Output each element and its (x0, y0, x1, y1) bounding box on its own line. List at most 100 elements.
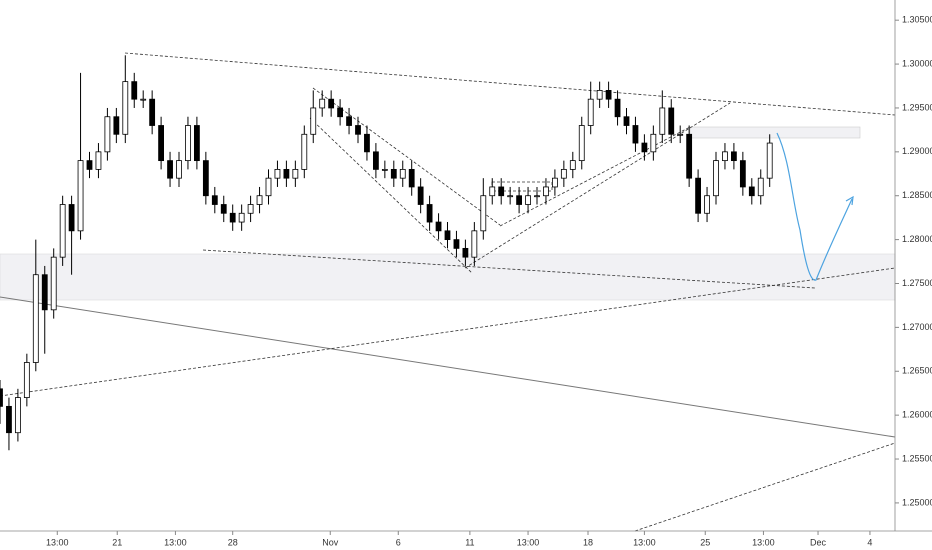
candle-body (310, 107, 317, 135)
y-tick-label: 1.27500 (902, 278, 932, 288)
x-tick-label: Dec (810, 537, 827, 547)
candle-body (471, 230, 478, 258)
candle-body (695, 177, 701, 214)
candle-body (462, 247, 469, 258)
candle-body (569, 160, 576, 170)
x-tick-label: 18 (583, 537, 593, 547)
x-tick-label: 13:00 (517, 537, 540, 547)
candle-body (435, 221, 442, 232)
x-tick-label: 13:00 (46, 537, 69, 547)
y-tick-label: 1.29500 (902, 102, 932, 112)
candle-body (50, 256, 57, 311)
candle-body (372, 151, 379, 170)
support-zone (0, 253, 896, 301)
y-tick-label: 1.30500 (902, 15, 932, 25)
candle-body (677, 133, 684, 136)
candle-body (543, 186, 549, 197)
drawings (0, 52, 896, 532)
candle-body (668, 107, 675, 135)
candle-body (739, 160, 746, 188)
candle-body (587, 98, 594, 126)
candle-body (68, 204, 75, 232)
candle-body (444, 230, 451, 241)
candle-body (552, 177, 558, 188)
resistance-zone (689, 126, 861, 139)
candle-body (122, 81, 129, 135)
candle-body (399, 168, 406, 179)
candle-body (193, 125, 200, 162)
candle-body (623, 116, 630, 126)
candle-body (256, 195, 263, 205)
candle-body (337, 107, 344, 118)
candle-body (534, 195, 540, 198)
candle-body (605, 90, 612, 100)
candle-body (6, 405, 12, 434)
candle-body (283, 168, 290, 179)
candle-body (140, 98, 147, 101)
candle-body (748, 186, 755, 197)
y-tick-label: 1.25500 (902, 453, 932, 463)
y-tick-label: 1.28500 (902, 190, 932, 200)
candle-body (32, 274, 39, 363)
corner (896, 532, 932, 550)
y-tick-label: 1.26500 (902, 366, 932, 376)
candle-body (176, 160, 182, 179)
candle-body (41, 274, 48, 311)
candle-body (292, 168, 299, 179)
candle-body (641, 142, 648, 153)
x-tick-label: 13:00 (752, 537, 775, 547)
candle-body (95, 151, 102, 170)
x-tick-label: 13:00 (164, 537, 187, 547)
y-tick-label: 1.25000 (902, 497, 932, 507)
candle-body (23, 362, 30, 398)
candle-body (731, 151, 737, 162)
candle-body (220, 204, 227, 214)
candle-body (301, 133, 308, 170)
candle-body (381, 168, 388, 171)
candle-body (560, 168, 567, 179)
candle-body (265, 177, 272, 197)
candle-body (489, 186, 496, 197)
candle-body (202, 160, 209, 197)
candle-body (578, 125, 585, 162)
y-tick-label: 1.29000 (902, 146, 932, 156)
candle-body (507, 195, 514, 198)
candle-body (686, 133, 693, 179)
candle-body (355, 125, 361, 135)
x-tick-label: 28 (228, 537, 238, 547)
candle-body (77, 160, 84, 232)
x-tick-label: 6 (396, 537, 401, 547)
candle-body (185, 125, 191, 162)
candle-body (650, 133, 657, 153)
y-tick-label: 1.28000 (902, 234, 932, 244)
candle-body (390, 168, 397, 179)
y-tick-label: 1.30000 (902, 58, 932, 68)
candle-body (766, 142, 773, 179)
candle-body (211, 195, 218, 205)
x-tick-label: 11 (465, 537, 474, 547)
candle-body (453, 239, 460, 249)
candle-body (158, 125, 165, 162)
candle-body (757, 177, 764, 197)
candle-body (86, 160, 93, 170)
candle-body (167, 160, 173, 179)
y-tick-label: 1.26000 (902, 410, 932, 420)
candle-body (480, 195, 487, 232)
candle-body (364, 133, 370, 153)
candle-body (614, 98, 621, 118)
candle-body (516, 195, 522, 205)
candle-body (408, 168, 415, 188)
candle-body (238, 212, 245, 223)
candle-body (713, 160, 719, 197)
x-tick-label: 21 (112, 537, 122, 547)
candle-body (319, 98, 326, 109)
candle-body (632, 125, 639, 144)
candle-body (104, 116, 111, 153)
candle-body (722, 151, 728, 162)
candle-body (247, 204, 254, 214)
candle-body (596, 90, 603, 100)
candle-body (704, 195, 710, 214)
candle-body (426, 204, 433, 223)
x-tick-label: Nov (322, 537, 339, 547)
